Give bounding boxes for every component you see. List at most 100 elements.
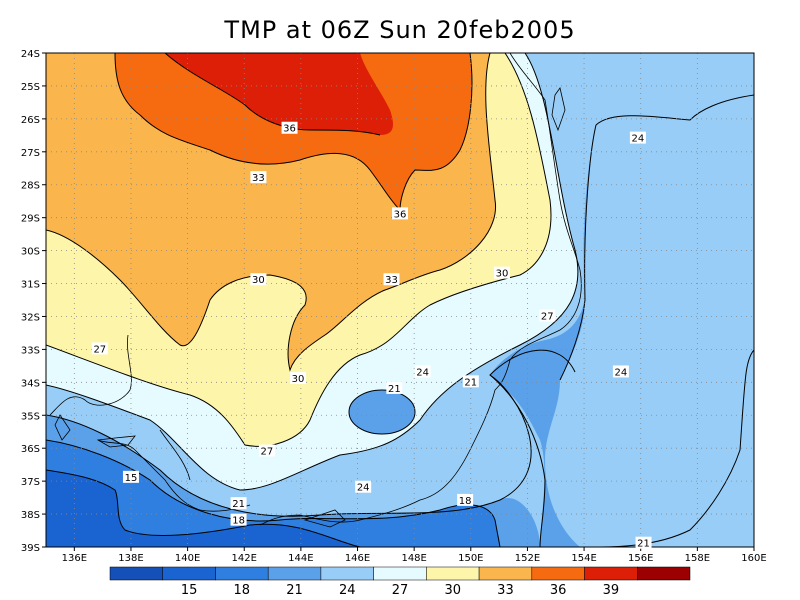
contour-label-bg	[290, 372, 307, 385]
contour-label: 33	[385, 275, 398, 286]
contour-label-bg	[457, 493, 474, 506]
contour-labels: 36 36 33 33 30 30 30 27 27 27 24 24 24 24 21 21 21 21 18 18…	[91, 121, 652, 550]
contour-lines	[46, 53, 754, 547]
contour-band-24-south	[46, 375, 532, 517]
contour-label: 24	[357, 483, 370, 494]
colorbar-label: 24	[339, 583, 356, 598]
lon-tick-label: 138E	[118, 553, 143, 564]
contour-label-bg	[258, 444, 275, 457]
contour-band-18-east	[440, 504, 500, 547]
colorbar-swatch	[162, 566, 216, 581]
graticule	[46, 53, 754, 547]
lon-tick-label: 136E	[62, 553, 87, 564]
contour-label: 27	[541, 311, 554, 322]
contour-label-bg	[493, 266, 510, 279]
lat-tick-label: 29S	[21, 214, 40, 225]
contour-label-bg	[281, 121, 298, 134]
lon-tick-label: 156E	[628, 553, 653, 564]
colorbar-label: 18	[234, 583, 251, 598]
lon-tick-label: 140E	[175, 553, 200, 564]
coastline	[49, 53, 582, 528]
lon-tick-label: 154E	[571, 553, 596, 564]
contour-label: 33	[252, 173, 265, 184]
contour-label: 27	[93, 344, 106, 355]
contour-band-15	[46, 470, 360, 547]
lon-tick-label: 158E	[685, 553, 710, 564]
colorbar-label: 39	[603, 583, 620, 598]
contour-label: 27	[261, 446, 274, 457]
filled-contours	[46, 53, 754, 547]
colorbar-swatch	[267, 566, 322, 581]
contour-band-18	[46, 440, 500, 547]
contour-label: 36	[394, 209, 407, 220]
contour-band-39	[165, 53, 393, 135]
contour-label-bg	[355, 480, 372, 493]
map-title: TMP at 06Z Sun 20feb2005	[224, 16, 576, 44]
contour-label-bg	[250, 273, 267, 286]
contour-label: 30	[292, 374, 305, 385]
lon-tick-label: 150E	[458, 553, 483, 564]
lon-tick-label: 152E	[515, 553, 540, 564]
colorbar-swatch	[109, 566, 163, 581]
contour-label: 21	[637, 539, 650, 550]
contour-label: 36	[283, 124, 296, 135]
lat-tick-label: 38S	[21, 510, 40, 521]
contour-label-bg	[383, 273, 400, 286]
lat-tick-label: 37S	[21, 477, 40, 488]
colorbar: 15 18 21 24 27 30 33 36 39	[109, 566, 691, 598]
contour-label: 24	[416, 367, 429, 378]
colorbar-label: 27	[392, 583, 409, 598]
colorbar-swatch	[637, 566, 691, 581]
lon-tick-label: 142E	[232, 553, 257, 564]
lat-tick-label: 24S	[21, 49, 40, 60]
colorbar-label: 15	[181, 583, 198, 598]
lat-tick-label: 35S	[21, 411, 40, 422]
lat-tick-label: 39S	[21, 543, 40, 554]
contour-label: 18	[232, 516, 245, 527]
contour-label-bg	[612, 365, 629, 378]
lat-tick-label: 26S	[21, 115, 40, 126]
contour-label-bg	[230, 497, 247, 510]
colorbar-label: 36	[550, 583, 567, 598]
colorbar-swatch	[373, 566, 427, 581]
colorbar-swatch	[320, 566, 374, 581]
contour-label-bg	[539, 309, 556, 322]
contour-band-24-east-inner	[545, 95, 754, 547]
contour-label: 24	[632, 134, 645, 145]
latitude-ticks: 24S 25S 26S 27S 28S 29S 30S 31S 32S 33S 34S 35S 36S 3…	[21, 49, 46, 554]
map-frame	[45, 52, 755, 548]
colorbar-swatch	[478, 566, 533, 581]
contour-label-bg	[629, 131, 646, 144]
contour-label: 24	[615, 367, 628, 378]
contour-label: 21	[232, 499, 245, 510]
contour-label-bg	[386, 381, 403, 394]
lon-tick-label: 146E	[345, 553, 370, 564]
contour-label-bg	[392, 207, 408, 220]
lat-tick-label: 25S	[21, 82, 40, 93]
lat-tick-label: 30S	[21, 247, 40, 258]
colorbar-swatch	[215, 566, 269, 581]
colorbar-label: 33	[497, 583, 514, 598]
contour-label-bg	[250, 171, 267, 184]
contour-label-bg	[122, 470, 139, 483]
lat-tick-label: 36S	[21, 444, 40, 455]
contour-label: 30	[252, 275, 265, 286]
contour-label-bg	[462, 375, 479, 388]
contour-label: 21	[464, 377, 477, 388]
lat-tick-label: 32S	[21, 312, 40, 323]
lon-tick-label: 148E	[401, 553, 426, 564]
colorbar-label: 30	[444, 583, 461, 598]
colorbar-swatch	[584, 566, 638, 581]
contour-cell-21	[349, 390, 415, 434]
lat-tick-label: 33S	[21, 345, 40, 356]
colorbar-label: 21	[286, 583, 303, 598]
contour-label-bg	[414, 365, 431, 378]
contour-label: 21	[388, 384, 401, 395]
lon-tick-label: 144E	[288, 553, 313, 564]
contour-label-bg	[635, 536, 652, 549]
contour-label: 15	[125, 473, 138, 484]
lat-tick-label: 27S	[21, 148, 40, 159]
contour-label: 18	[459, 496, 472, 507]
contour-label-bg	[91, 342, 108, 355]
